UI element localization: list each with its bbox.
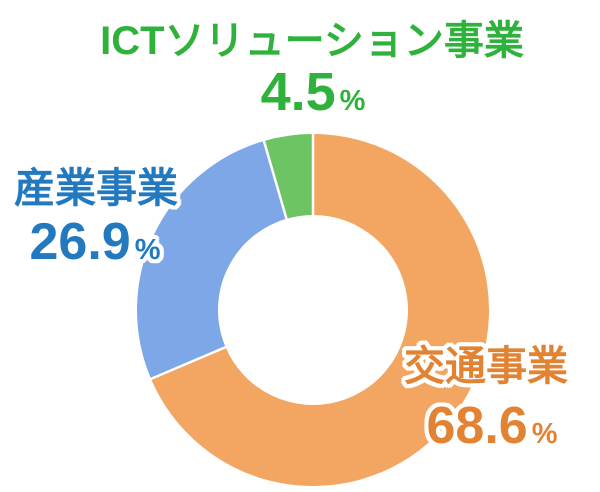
transportation-percent-sign: %: [531, 418, 558, 450]
donut-slice-transportation: [151, 134, 490, 487]
label-transportation-value: 68.6 %: [426, 399, 557, 454]
industrial-percent-number: 26.9: [29, 213, 131, 271]
transportation-percent-number: 68.6: [426, 397, 528, 455]
ict-solution-percent-number: 4.5: [260, 62, 336, 122]
donut-slice-industrial: [137, 140, 287, 379]
label-transportation-name: 交通事業: [404, 343, 568, 389]
slice-divider: [262, 139, 289, 222]
label-ict-solution-name: ICTソリューション事業: [100, 19, 524, 63]
label-ict-solution-value: 4.5 %: [261, 64, 366, 121]
label-industrial-value: 26.9 %: [29, 215, 160, 270]
ict-solution-percent-sign: %: [339, 85, 366, 117]
slice-divider: [149, 345, 228, 381]
donut-slice-ict-solution: [263, 134, 313, 219]
label-industrial-name: 産業事業: [14, 165, 178, 211]
industrial-percent-sign: %: [134, 234, 161, 266]
